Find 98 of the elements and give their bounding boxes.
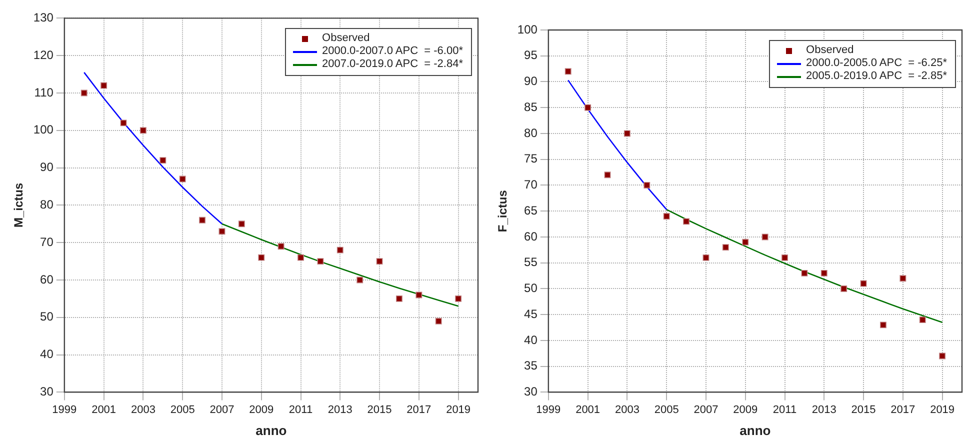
y-tick-label: 120 [33, 48, 54, 62]
legend-label: 2000.0-2007.0 APC = -6.00* [322, 45, 463, 58]
y-tick-label: 80 [524, 126, 538, 140]
point [604, 172, 611, 178]
point [782, 254, 788, 261]
point [80, 90, 88, 96]
legend-label: 2000.0-2005.0 APC = -6.25* [806, 57, 947, 70]
x-tick-label: 2009 [249, 404, 274, 416]
y-tick-label: 50 [524, 281, 538, 296]
y-tick-label: 40 [524, 332, 538, 347]
x-tick-label: 2015 [367, 404, 392, 416]
y-tick-label: 95 [524, 48, 538, 62]
y-tick-label: 70 [40, 234, 54, 249]
legend-label: 2007.0-2019.0 APC = -2.84* [322, 58, 463, 72]
point [120, 120, 127, 126]
point [663, 213, 670, 220]
legend-label: Observed [322, 32, 370, 46]
point [416, 292, 422, 298]
point [624, 130, 630, 137]
legend-label: 2005.0-2019.0 APC = -2.85* [806, 70, 947, 83]
point [199, 216, 206, 224]
point [317, 258, 324, 265]
y-tick-label: 30 [524, 384, 538, 399]
point [336, 246, 344, 254]
y-axis-title: M_ictus [12, 182, 26, 228]
y-tick-label: 90 [40, 160, 54, 174]
x-tick-label: 2005 [170, 404, 195, 416]
point [880, 322, 886, 328]
x-tick-label: 2019 [930, 404, 955, 416]
point [218, 228, 226, 235]
point [435, 318, 442, 324]
y-tick-label: 40 [40, 347, 54, 362]
y-tick-label: 90 [524, 74, 538, 88]
y-tick-label: 75 [524, 152, 538, 166]
y-tick-label: 65 [524, 203, 538, 218]
y-tick-label: 100 [517, 22, 538, 36]
point [376, 258, 383, 265]
x-tick-label: 2001 [576, 404, 600, 416]
x-axis-title: anno [256, 422, 287, 438]
x-tick-label: 1999 [536, 404, 561, 416]
point [455, 295, 462, 302]
point [919, 316, 926, 323]
point [298, 254, 304, 261]
y-tick-label: 130 [33, 10, 54, 25]
x-tick-label: 2009 [733, 404, 758, 416]
y-tick-label: 45 [524, 306, 538, 321]
x-tick-label: 2003 [614, 404, 640, 416]
y-tick-label: 30 [40, 384, 54, 399]
x-tick-label: 2019 [446, 404, 471, 416]
x-tick-label: 2011 [288, 404, 313, 416]
x-axis-title: anno [740, 422, 771, 438]
y-tick-label: 85 [524, 100, 538, 114]
point [100, 82, 108, 89]
y-tick-label: 60 [40, 272, 54, 286]
point [278, 243, 284, 250]
point [140, 127, 146, 134]
x-tick-label: 2005 [654, 404, 679, 416]
y-axis-title: F_ictus [496, 190, 510, 232]
x-tick-label: 2017 [890, 404, 916, 416]
x-tick-label: 2007 [210, 404, 234, 416]
point [742, 238, 749, 246]
legend-label: Observed [806, 44, 854, 57]
point [860, 280, 867, 287]
y-tick-label: 55 [524, 255, 538, 270]
point [801, 270, 808, 276]
point [820, 270, 828, 276]
point [258, 254, 265, 261]
point [939, 352, 946, 360]
point [900, 275, 906, 282]
x-tick-label: 1999 [52, 404, 77, 416]
y-tick-label: 100 [33, 122, 54, 137]
point [179, 176, 186, 182]
point [702, 254, 710, 261]
x-tick-label: 2001 [92, 404, 116, 416]
y-tick-label: 80 [40, 198, 54, 212]
y-tick-label: 70 [524, 178, 538, 192]
x-tick-label: 2015 [851, 404, 876, 416]
y-tick-label: 110 [34, 85, 54, 100]
y-tick-label: 35 [524, 358, 538, 373]
point [840, 285, 848, 292]
point [584, 104, 592, 111]
point [762, 234, 768, 240]
x-tick-label: 2017 [406, 404, 432, 416]
x-tick-label: 2013 [328, 404, 352, 416]
point [356, 276, 364, 284]
point [396, 295, 402, 302]
point [683, 218, 690, 225]
point [238, 220, 245, 228]
y-tick-label: 50 [40, 310, 54, 324]
point [564, 68, 572, 75]
x-tick-label: 2007 [694, 404, 718, 416]
x-tick-label: 2011 [772, 404, 797, 416]
point [722, 244, 729, 251]
y-tick-label: 60 [524, 229, 538, 244]
x-tick-label: 2003 [130, 404, 156, 416]
point [644, 182, 650, 188]
x-tick-label: 2013 [812, 404, 836, 416]
point [160, 157, 166, 164]
